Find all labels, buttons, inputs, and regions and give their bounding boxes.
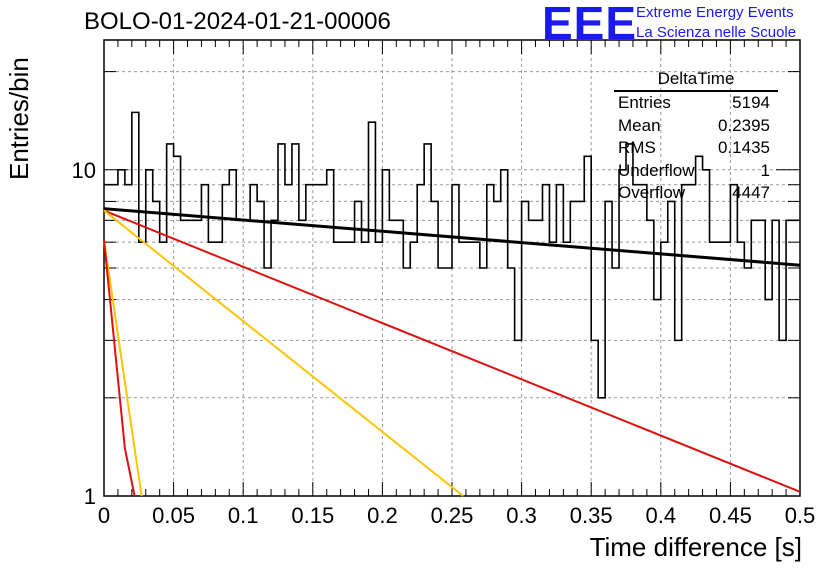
stats-value: 1 (760, 160, 770, 180)
x-tick-label: 0.15 (291, 503, 334, 528)
y-tick-label: 1 (84, 484, 96, 509)
fit-curve (103, 209, 801, 493)
stats-box: DeltaTime Entries 5194 Mean 0.2395 RMS 0… (612, 68, 778, 205)
x-tick-label: 0.3 (506, 503, 537, 528)
y-axis-label: Entries/bin (4, 57, 34, 180)
stats-row-overflow: Overflow 4447 (612, 182, 778, 205)
x-tick-label: 0.1 (228, 503, 259, 528)
stats-label: Mean (618, 115, 661, 135)
stats-row-rms: RMS 0.1435 (612, 137, 778, 160)
stats-value: 4447 (732, 183, 770, 202)
eee-logo: EEE (542, 0, 638, 49)
logo-line-2: La Scienza nelle Scuole (636, 24, 797, 41)
stats-value: 0.1435 (718, 138, 770, 157)
fit-curve (103, 207, 801, 267)
stats-title: DeltaTime (614, 68, 778, 92)
x-tick-label: 0.5 (785, 503, 816, 528)
x-tick-label: 0.35 (570, 503, 613, 528)
fit-curve (103, 209, 464, 497)
stats-value: 5194 (732, 93, 770, 112)
stats-row-mean: Mean 0.2395 (612, 115, 778, 138)
fit-curve (103, 239, 143, 497)
histogram-steps (104, 111, 800, 399)
x-tick-label: 0.25 (431, 503, 474, 528)
stats-row-entries: Entries 5194 (612, 92, 778, 115)
x-tick-label: 0 (98, 503, 110, 528)
stats-label: Overflow (618, 183, 686, 202)
stats-row-underflow: Underflow 1 (612, 160, 778, 183)
stats-label: RMS (618, 138, 656, 157)
stats-value: 0.2395 (718, 115, 770, 135)
x-tick-label: 0.4 (646, 503, 677, 528)
x-tick-label: 0.05 (152, 503, 195, 528)
x-tick-label: 0.45 (709, 503, 752, 528)
y-tick-label: 10 (72, 158, 96, 183)
stats-label: Entries (618, 93, 671, 112)
logo-line-1: Extreme Energy Events (636, 4, 794, 21)
chart-title: BOLO-01-2024-01-21-00006 (84, 8, 391, 35)
x-axis-label: Time difference [s] (589, 532, 802, 562)
fit-curve (103, 239, 136, 497)
x-tick-label: 0.2 (367, 503, 398, 528)
stats-label: Underflow (618, 160, 695, 180)
